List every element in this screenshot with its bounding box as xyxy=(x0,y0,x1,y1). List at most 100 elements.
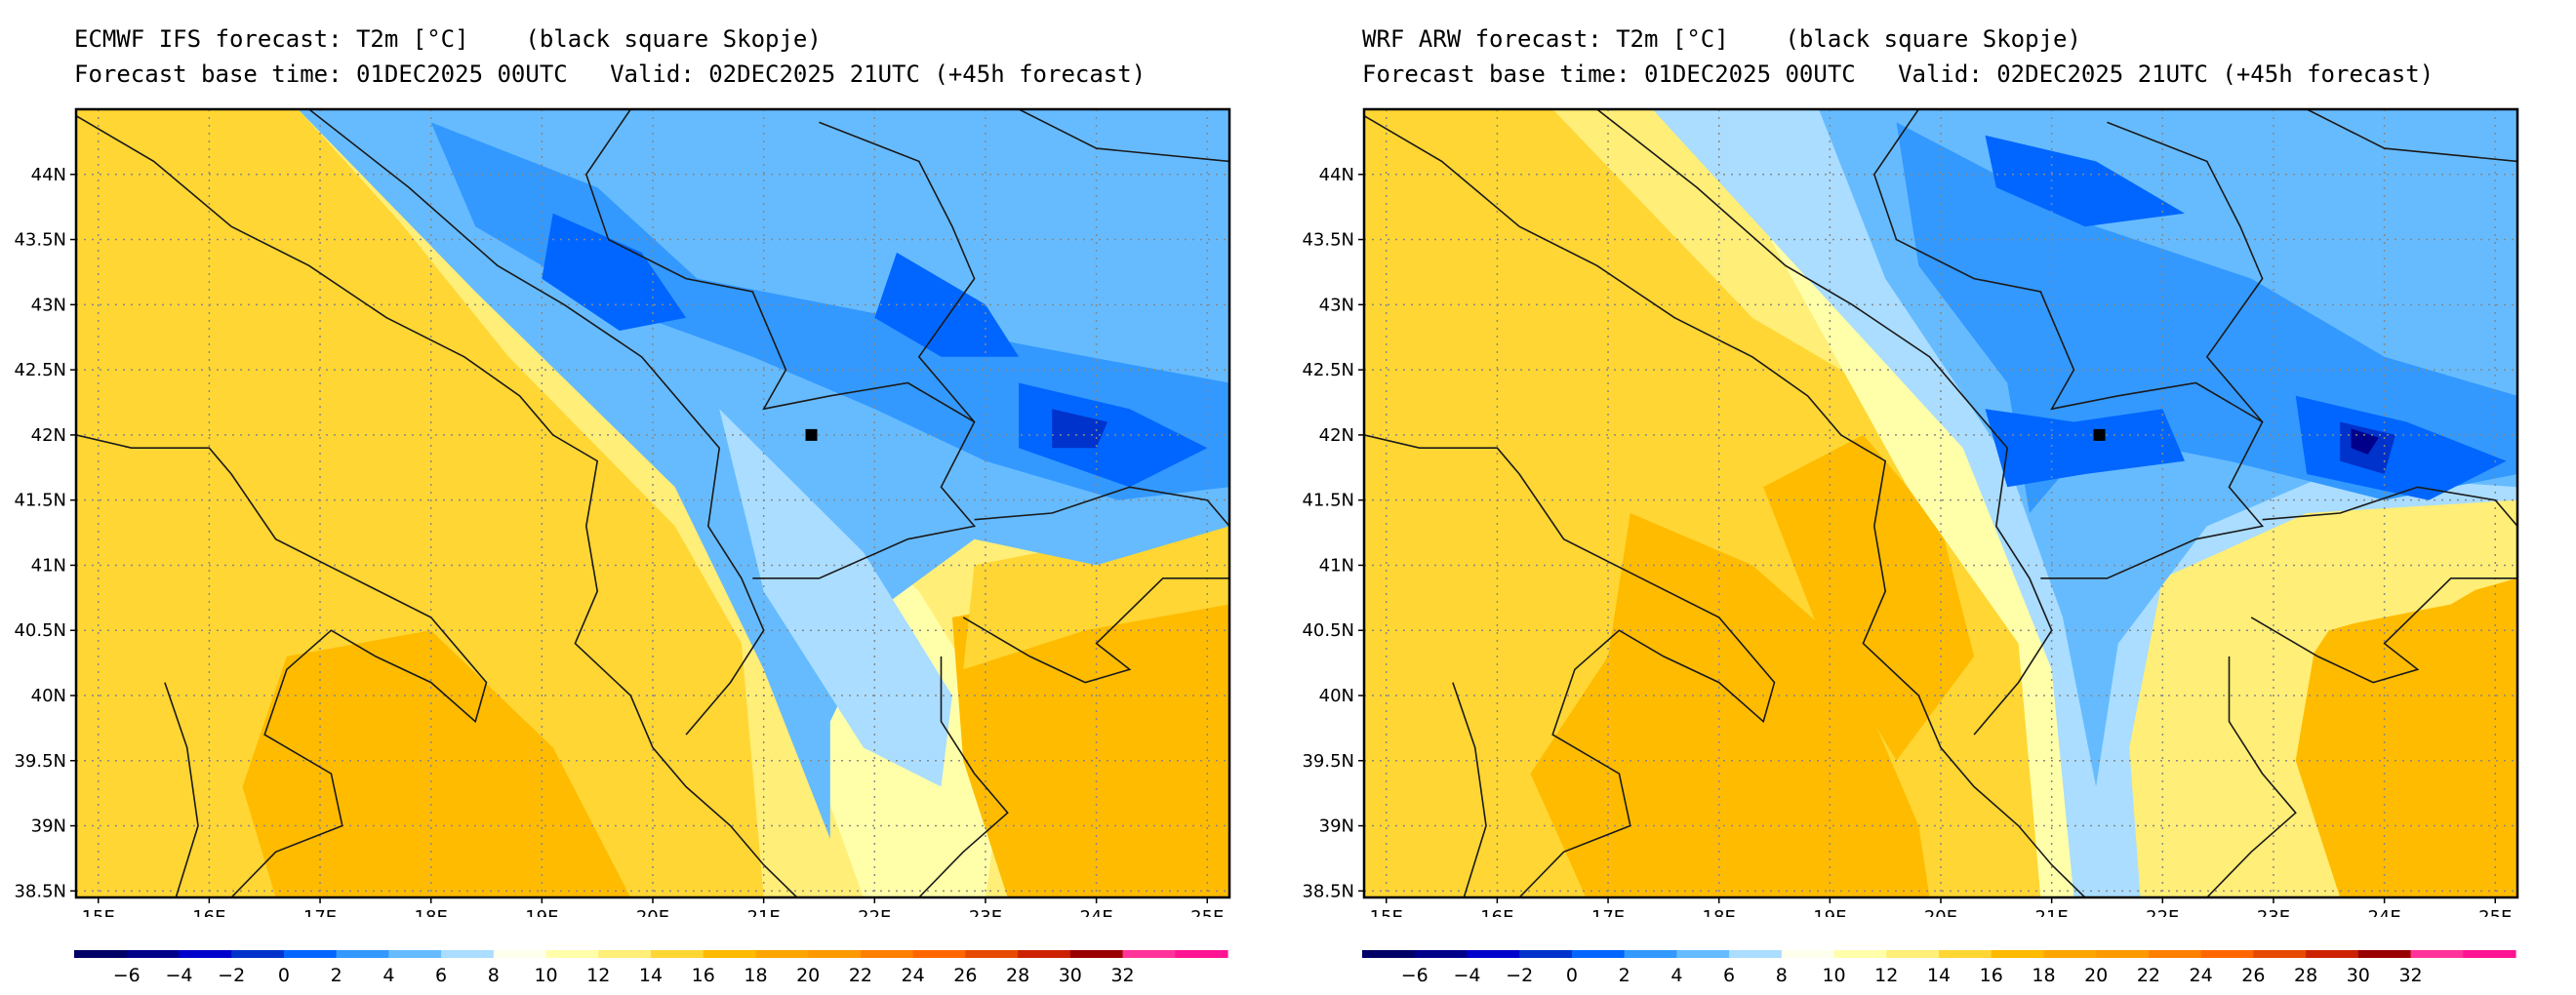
lat-tick-label: 42.5N xyxy=(14,360,66,380)
lat-tick-label: 41N xyxy=(1319,555,1354,576)
boundary-line xyxy=(76,115,798,897)
coastlines-borders xyxy=(1364,109,2517,897)
colorbar-swatch xyxy=(2148,950,2202,958)
lat-tick-label: 40N xyxy=(31,686,66,706)
boundary-line xyxy=(164,682,199,897)
temperature-contour-fill xyxy=(874,252,1020,357)
colorbar-swatch xyxy=(2043,950,2097,958)
panel-title: WRF ARW forecast: T2m [°C] (black square… xyxy=(1362,25,2081,53)
colorbar-label: −2 xyxy=(218,965,245,986)
lat-tick-label: 44N xyxy=(1319,165,1354,185)
colorbar-swatch xyxy=(1833,950,1887,958)
colorbar-swatch xyxy=(965,950,1019,958)
panel-ecmwf: ECMWF IFS forecast: T2m [°C] (black squa… xyxy=(14,25,1231,986)
lon-tick-label: 16E xyxy=(1480,907,1513,917)
colorbar-swatch xyxy=(808,950,862,958)
colorbar-label: −4 xyxy=(165,965,192,986)
colorbar-label: 30 xyxy=(1059,965,1082,986)
colorbar-label: 32 xyxy=(2398,965,2422,986)
colorbar-swatch xyxy=(1519,950,1573,958)
lon-tick-label: 15E xyxy=(1370,907,1403,917)
lon-tick-label: 25E xyxy=(2478,907,2512,917)
lat-tick-label: 43.5N xyxy=(1302,230,1354,251)
colorbar-swatch xyxy=(126,950,181,958)
boundary-line xyxy=(1364,115,2086,897)
temperature-contour-fill xyxy=(1052,409,1107,449)
colorbar-label: 8 xyxy=(488,965,500,986)
colorbar-label: 6 xyxy=(1723,965,1735,986)
colorbar-label: 10 xyxy=(1822,965,1845,986)
colorbar-swatch xyxy=(2463,950,2516,958)
colorbar-label: 20 xyxy=(796,965,820,986)
colorbar-swatch xyxy=(755,950,809,958)
temperature-contour-fill xyxy=(1763,434,1975,761)
colorbar-swatch xyxy=(1414,950,1469,958)
colorbar-swatch xyxy=(2357,950,2412,958)
colorbar-label: 4 xyxy=(1670,965,1682,986)
graticule xyxy=(76,109,1229,897)
colorbar-label: 16 xyxy=(692,965,715,986)
colorbar-label: 12 xyxy=(1874,965,1898,986)
lat-tick-label: 39.5N xyxy=(14,751,66,772)
colorbar-label: −6 xyxy=(1401,965,1429,986)
lat-tick-label: 41.5N xyxy=(14,491,66,511)
temperature-contour-fill xyxy=(542,213,687,331)
lon-tick-label: 20E xyxy=(1924,907,1957,917)
colorbar-swatch xyxy=(1676,950,1730,958)
colorbar: −6 −4 −2 0 2 4 6 8 10 12 14 16 18 20 22 24 26 28 30 32 xyxy=(74,950,1228,986)
colorbar-swatch xyxy=(1362,950,1416,958)
colorbar-label: 8 xyxy=(1776,965,1788,986)
colorbar-swatch xyxy=(179,950,232,958)
colorbar-swatch xyxy=(1122,950,1176,958)
colorbar-swatch xyxy=(2410,950,2464,958)
colorbar-swatch xyxy=(441,950,495,958)
colorbar-label: 18 xyxy=(744,965,767,986)
boundary-line xyxy=(76,434,488,897)
boundary-line xyxy=(974,486,1229,527)
boundary-line xyxy=(1872,109,2265,579)
colorbar-swatch xyxy=(1069,950,1124,958)
lat-tick-label: 43N xyxy=(31,295,66,315)
temperature-contour-fill xyxy=(2295,395,2507,500)
lat-tick-label: 41.5N xyxy=(1302,491,1354,511)
temperature-contour-fill xyxy=(719,409,952,787)
lon-tick-label: 22E xyxy=(858,907,891,917)
colorbar-swatch xyxy=(1886,950,1940,958)
colorbar-label: −4 xyxy=(1453,965,1480,986)
panel-subtitle: Forecast base time: 01DEC2025 00UTC Vali… xyxy=(1362,60,2435,88)
colorbar-swatch xyxy=(1571,950,1626,958)
temperature-contour-fill xyxy=(1985,135,2185,227)
colorbar-swatch xyxy=(1175,950,1228,958)
lon-tick-label: 19E xyxy=(525,907,558,917)
colorbar-swatch xyxy=(336,950,389,958)
colorbar-label: 10 xyxy=(534,965,557,986)
lon-tick-label: 22E xyxy=(2146,907,2179,917)
colorbar-swatch xyxy=(231,950,285,958)
colorbar-label: −2 xyxy=(1506,965,1533,986)
colorbar-label: 22 xyxy=(2137,965,2160,986)
graticule xyxy=(1364,109,2517,897)
lon-tick-label: 24E xyxy=(1079,907,1112,917)
lat-tick-label: 41N xyxy=(31,555,66,576)
temperature-field xyxy=(76,109,1229,897)
colorbar-swatch xyxy=(703,950,757,958)
lon-tick-label: 16E xyxy=(192,907,225,917)
lat-tick-label: 42N xyxy=(1319,425,1354,446)
colorbar-swatch xyxy=(2200,950,2254,958)
boundary-line xyxy=(2262,486,2517,527)
colorbar-label: 4 xyxy=(382,965,394,986)
colorbar-label: 28 xyxy=(1006,965,1029,986)
lon-tick-label: 23E xyxy=(2257,907,2290,917)
lon-tick-label: 21E xyxy=(747,907,781,917)
lon-tick-label: 20E xyxy=(636,907,669,917)
colorbar-label: −6 xyxy=(113,965,141,986)
temperature-contour-fill xyxy=(76,109,797,897)
colorbar-swatch xyxy=(1624,950,1677,958)
lon-tick-label: 17E xyxy=(303,907,337,917)
lat-tick-label: 42N xyxy=(31,425,66,446)
boundary-line xyxy=(1018,109,1229,163)
colorbar-label: 16 xyxy=(1980,965,2003,986)
temperature-contour-fill xyxy=(2351,428,2379,455)
lat-tick-label: 39.5N xyxy=(1302,751,1354,772)
colorbar-label: 20 xyxy=(2084,965,2108,986)
